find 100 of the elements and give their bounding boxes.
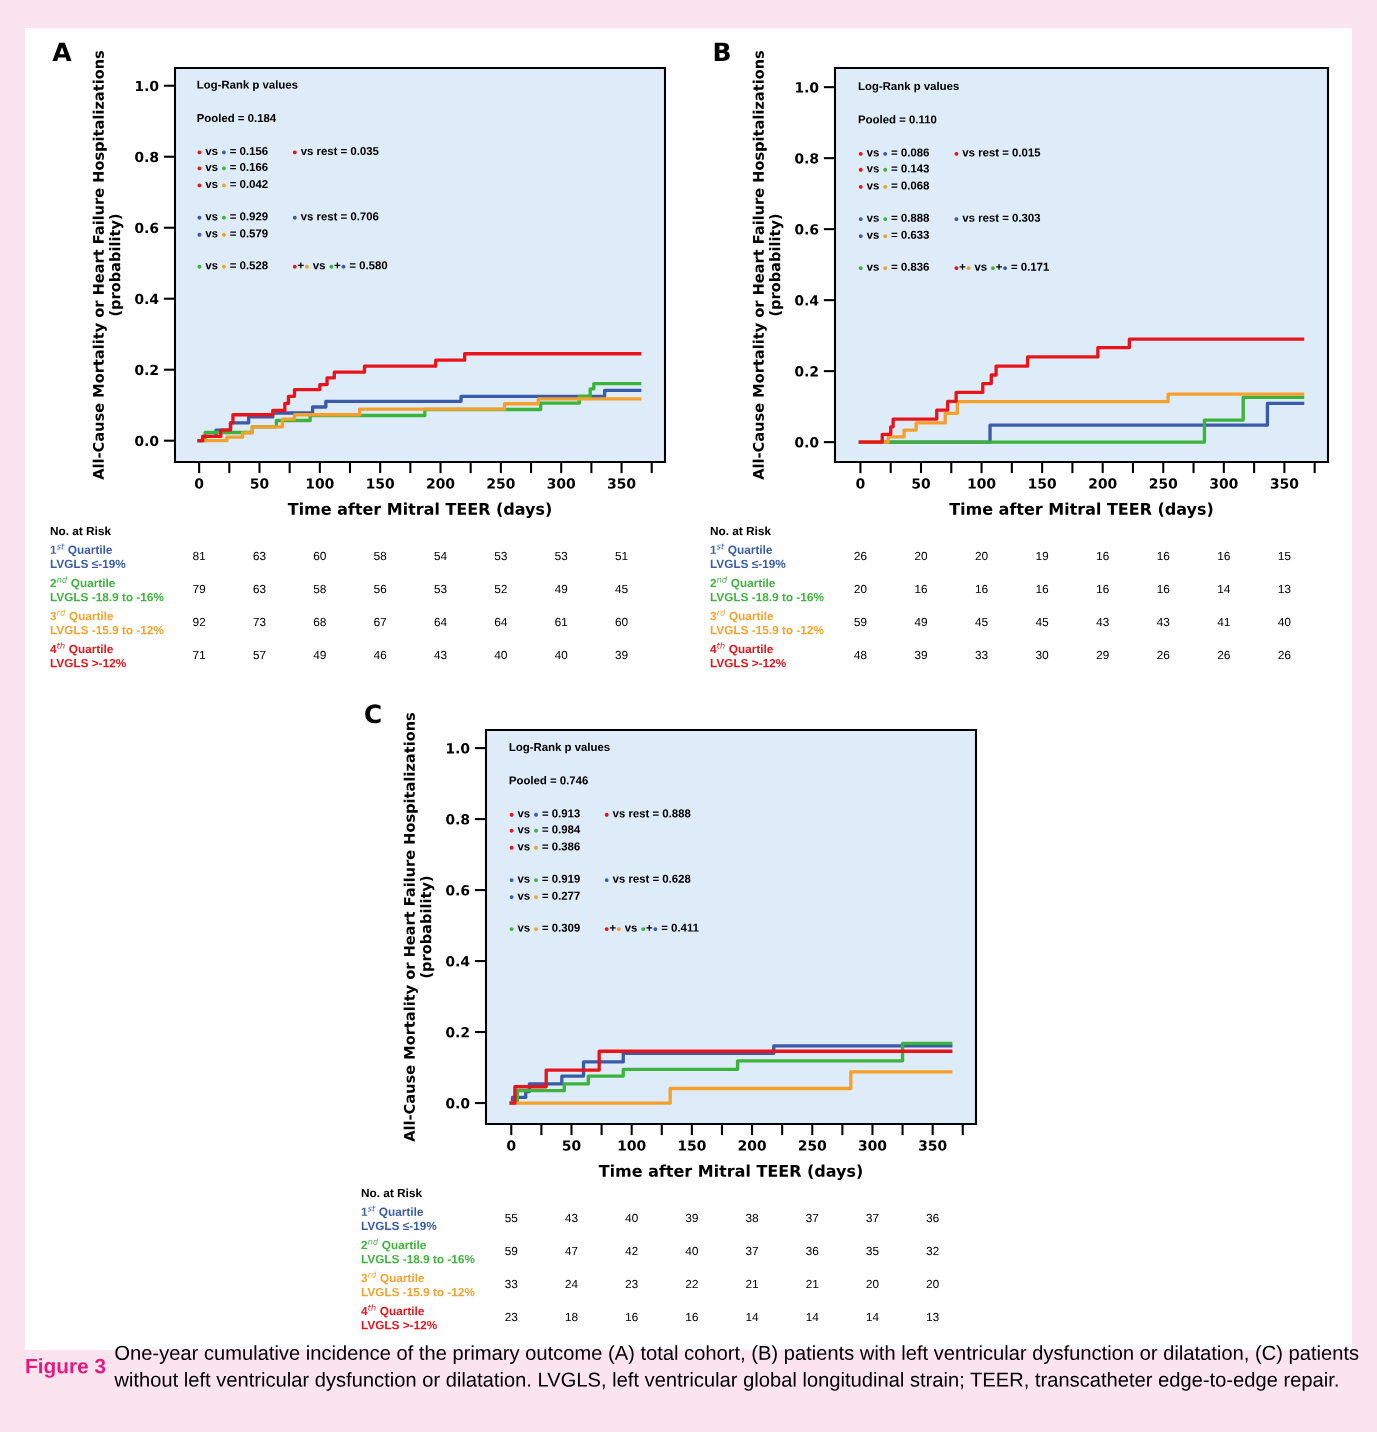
annotation: ● vs ● = 0.929 bbox=[197, 212, 268, 221]
x-tick-label: 300 bbox=[547, 478, 576, 489]
text: 64 bbox=[494, 617, 508, 627]
text: 60 bbox=[615, 617, 628, 627]
x-tick-label: 300 bbox=[858, 1140, 887, 1151]
annotation: ● vs ● = 0.633 bbox=[858, 230, 929, 239]
x-tick-label: 200 bbox=[738, 1140, 766, 1151]
text: 58 bbox=[313, 584, 326, 594]
text: 43 bbox=[434, 650, 447, 660]
y-tick-label: 1.0 bbox=[446, 743, 470, 754]
y-axis-title: All-Cause Mortality or Heart Failure Hospitalizations (probability) bbox=[92, 50, 124, 480]
text: No. at Risk bbox=[50, 526, 112, 536]
text: 20 bbox=[915, 551, 928, 561]
text: 14 bbox=[746, 1312, 759, 1322]
text: 14 bbox=[806, 1312, 819, 1322]
text: 63 bbox=[253, 584, 266, 594]
chart-title: C bbox=[365, 704, 381, 724]
x-tick-label: 250 bbox=[798, 1140, 827, 1151]
text: 39 bbox=[685, 1213, 698, 1223]
text: 67 bbox=[374, 617, 387, 627]
annotation: ● vs rest = 0.303 bbox=[954, 213, 1041, 222]
text: 81 bbox=[193, 551, 206, 561]
annotation: ● vs ● = 0.888 bbox=[858, 213, 930, 222]
text: 33 bbox=[975, 650, 988, 660]
annotation: ● vs ● = 0.919 bbox=[509, 874, 580, 883]
text: No. at Risk bbox=[361, 1188, 423, 1198]
annotation: ● vs ● = 0.528 bbox=[197, 261, 268, 270]
y-tick-label: 0.8 bbox=[135, 151, 159, 163]
x-axis-title: Time after Mitral TEER (days) bbox=[598, 1164, 862, 1181]
annotation: ● vs ● = 0.156 bbox=[197, 147, 268, 156]
x-tick-label: 0 bbox=[507, 1140, 516, 1151]
annotation: ● vs ● = 0.836 bbox=[858, 262, 929, 271]
annotation: ● vs ● = 0.086 bbox=[858, 148, 929, 157]
text: 60 bbox=[313, 551, 326, 561]
text: 22 bbox=[685, 1279, 698, 1289]
chart-title: B bbox=[714, 42, 730, 61]
y-tick-label: 0.0 bbox=[446, 1098, 470, 1109]
annotation: ●+● vs ●+● = 0.411 bbox=[604, 923, 699, 932]
annotation: Pooled = 0.110 bbox=[858, 115, 937, 124]
text: 20 bbox=[975, 551, 988, 561]
text: 4$^{th}$ Quartile LVGLS >-12% bbox=[361, 1304, 437, 1330]
text: 92 bbox=[193, 617, 206, 627]
text: 3$^{rd}$ Quartile LVGLS -15.9 to -12% bbox=[50, 609, 164, 635]
annotation: Log-Rank p values bbox=[858, 81, 959, 93]
text: 4$^{th}$ Quartile LVGLS >-12% bbox=[50, 642, 126, 668]
x-tick-label: 200 bbox=[1089, 478, 1117, 489]
text: 35 bbox=[866, 1246, 879, 1256]
x-axis-title: Time after Mitral TEER (days) bbox=[287, 502, 551, 519]
text: 18 bbox=[565, 1312, 578, 1322]
text: 23 bbox=[505, 1312, 518, 1322]
text: 49 bbox=[554, 584, 568, 594]
y-tick-label: 0.4 bbox=[135, 293, 159, 305]
x-tick-label: 100 bbox=[968, 478, 996, 489]
text: 3$^{rd}$ Quartile LVGLS -15.9 to -12% bbox=[361, 1271, 475, 1297]
text: 16 bbox=[1036, 584, 1049, 594]
y-tick-label: 0.2 bbox=[446, 1027, 469, 1038]
text: 19 bbox=[1036, 551, 1049, 561]
text: 33 bbox=[505, 1279, 518, 1289]
text: 63 bbox=[253, 551, 266, 561]
text: 40 bbox=[554, 650, 568, 660]
text: 16 bbox=[1097, 551, 1109, 561]
annotation: Log-Rank p values bbox=[509, 742, 610, 754]
text: 42 bbox=[625, 1246, 638, 1256]
text: 53 bbox=[494, 551, 507, 561]
text: 39 bbox=[615, 650, 628, 660]
y-tick-label: 0.0 bbox=[135, 435, 159, 447]
text: 47 bbox=[565, 1246, 578, 1256]
text: 16 bbox=[975, 584, 988, 594]
text: 37 bbox=[866, 1213, 879, 1223]
text: 45 bbox=[975, 617, 988, 627]
text: 43 bbox=[1096, 617, 1109, 627]
annotation: ● vs ● = 0.042 bbox=[197, 180, 268, 189]
text: 52 bbox=[494, 584, 507, 594]
text: 16 bbox=[1157, 584, 1170, 594]
y-tick-label: 0.6 bbox=[795, 224, 819, 235]
x-axis-title: Time after Mitral TEER (days) bbox=[949, 502, 1213, 519]
text: 73 bbox=[253, 617, 266, 627]
text: 45 bbox=[615, 584, 628, 594]
text: 45 bbox=[1035, 617, 1049, 627]
text: 37 bbox=[745, 1246, 759, 1256]
annotation: ● vs ● = 0.143 bbox=[858, 164, 929, 173]
text: 59 bbox=[505, 1246, 518, 1256]
text: 2$^{nd}$ Quartile LVGLS -18.9 to -16% bbox=[710, 576, 824, 602]
text: 36 bbox=[926, 1213, 939, 1223]
text: 1$^{st}$ Quartile LVGLS ≤-19% bbox=[361, 1205, 437, 1231]
annotation: ● vs ● = 0.277 bbox=[509, 891, 580, 900]
text: 2$^{nd}$ Quartile LVGLS -18.9 to -16% bbox=[50, 576, 164, 602]
text: One-year cumulative incidence of the primary outcome (A) total cohort, (B) patients with left ventricular dysfunction or dilatation, (C) patients without left ventricular dysfunction or dilatation. LVGLS, left ventricular global longitudinal strain; TEER, transcatheter edge-to-edge repair. bbox=[114, 1345, 1359, 1391]
y-tick-label: 0.2 bbox=[795, 366, 818, 377]
x-tick-label: 50 bbox=[250, 478, 269, 489]
text: 23 bbox=[625, 1279, 638, 1289]
text: 16 bbox=[626, 1312, 638, 1322]
text: 2$^{nd}$ Quartile LVGLS -18.9 to -16% bbox=[361, 1238, 475, 1264]
annotation: ● vs ● = 0.068 bbox=[858, 181, 930, 190]
annotation: ● vs ● = 0.166 bbox=[197, 162, 268, 172]
text: 79 bbox=[193, 584, 206, 594]
text: 40 bbox=[1278, 617, 1291, 627]
x-tick-label: 150 bbox=[1029, 478, 1056, 489]
text: 40 bbox=[494, 650, 507, 660]
caption: Figure 3 bbox=[26, 1358, 106, 1378]
